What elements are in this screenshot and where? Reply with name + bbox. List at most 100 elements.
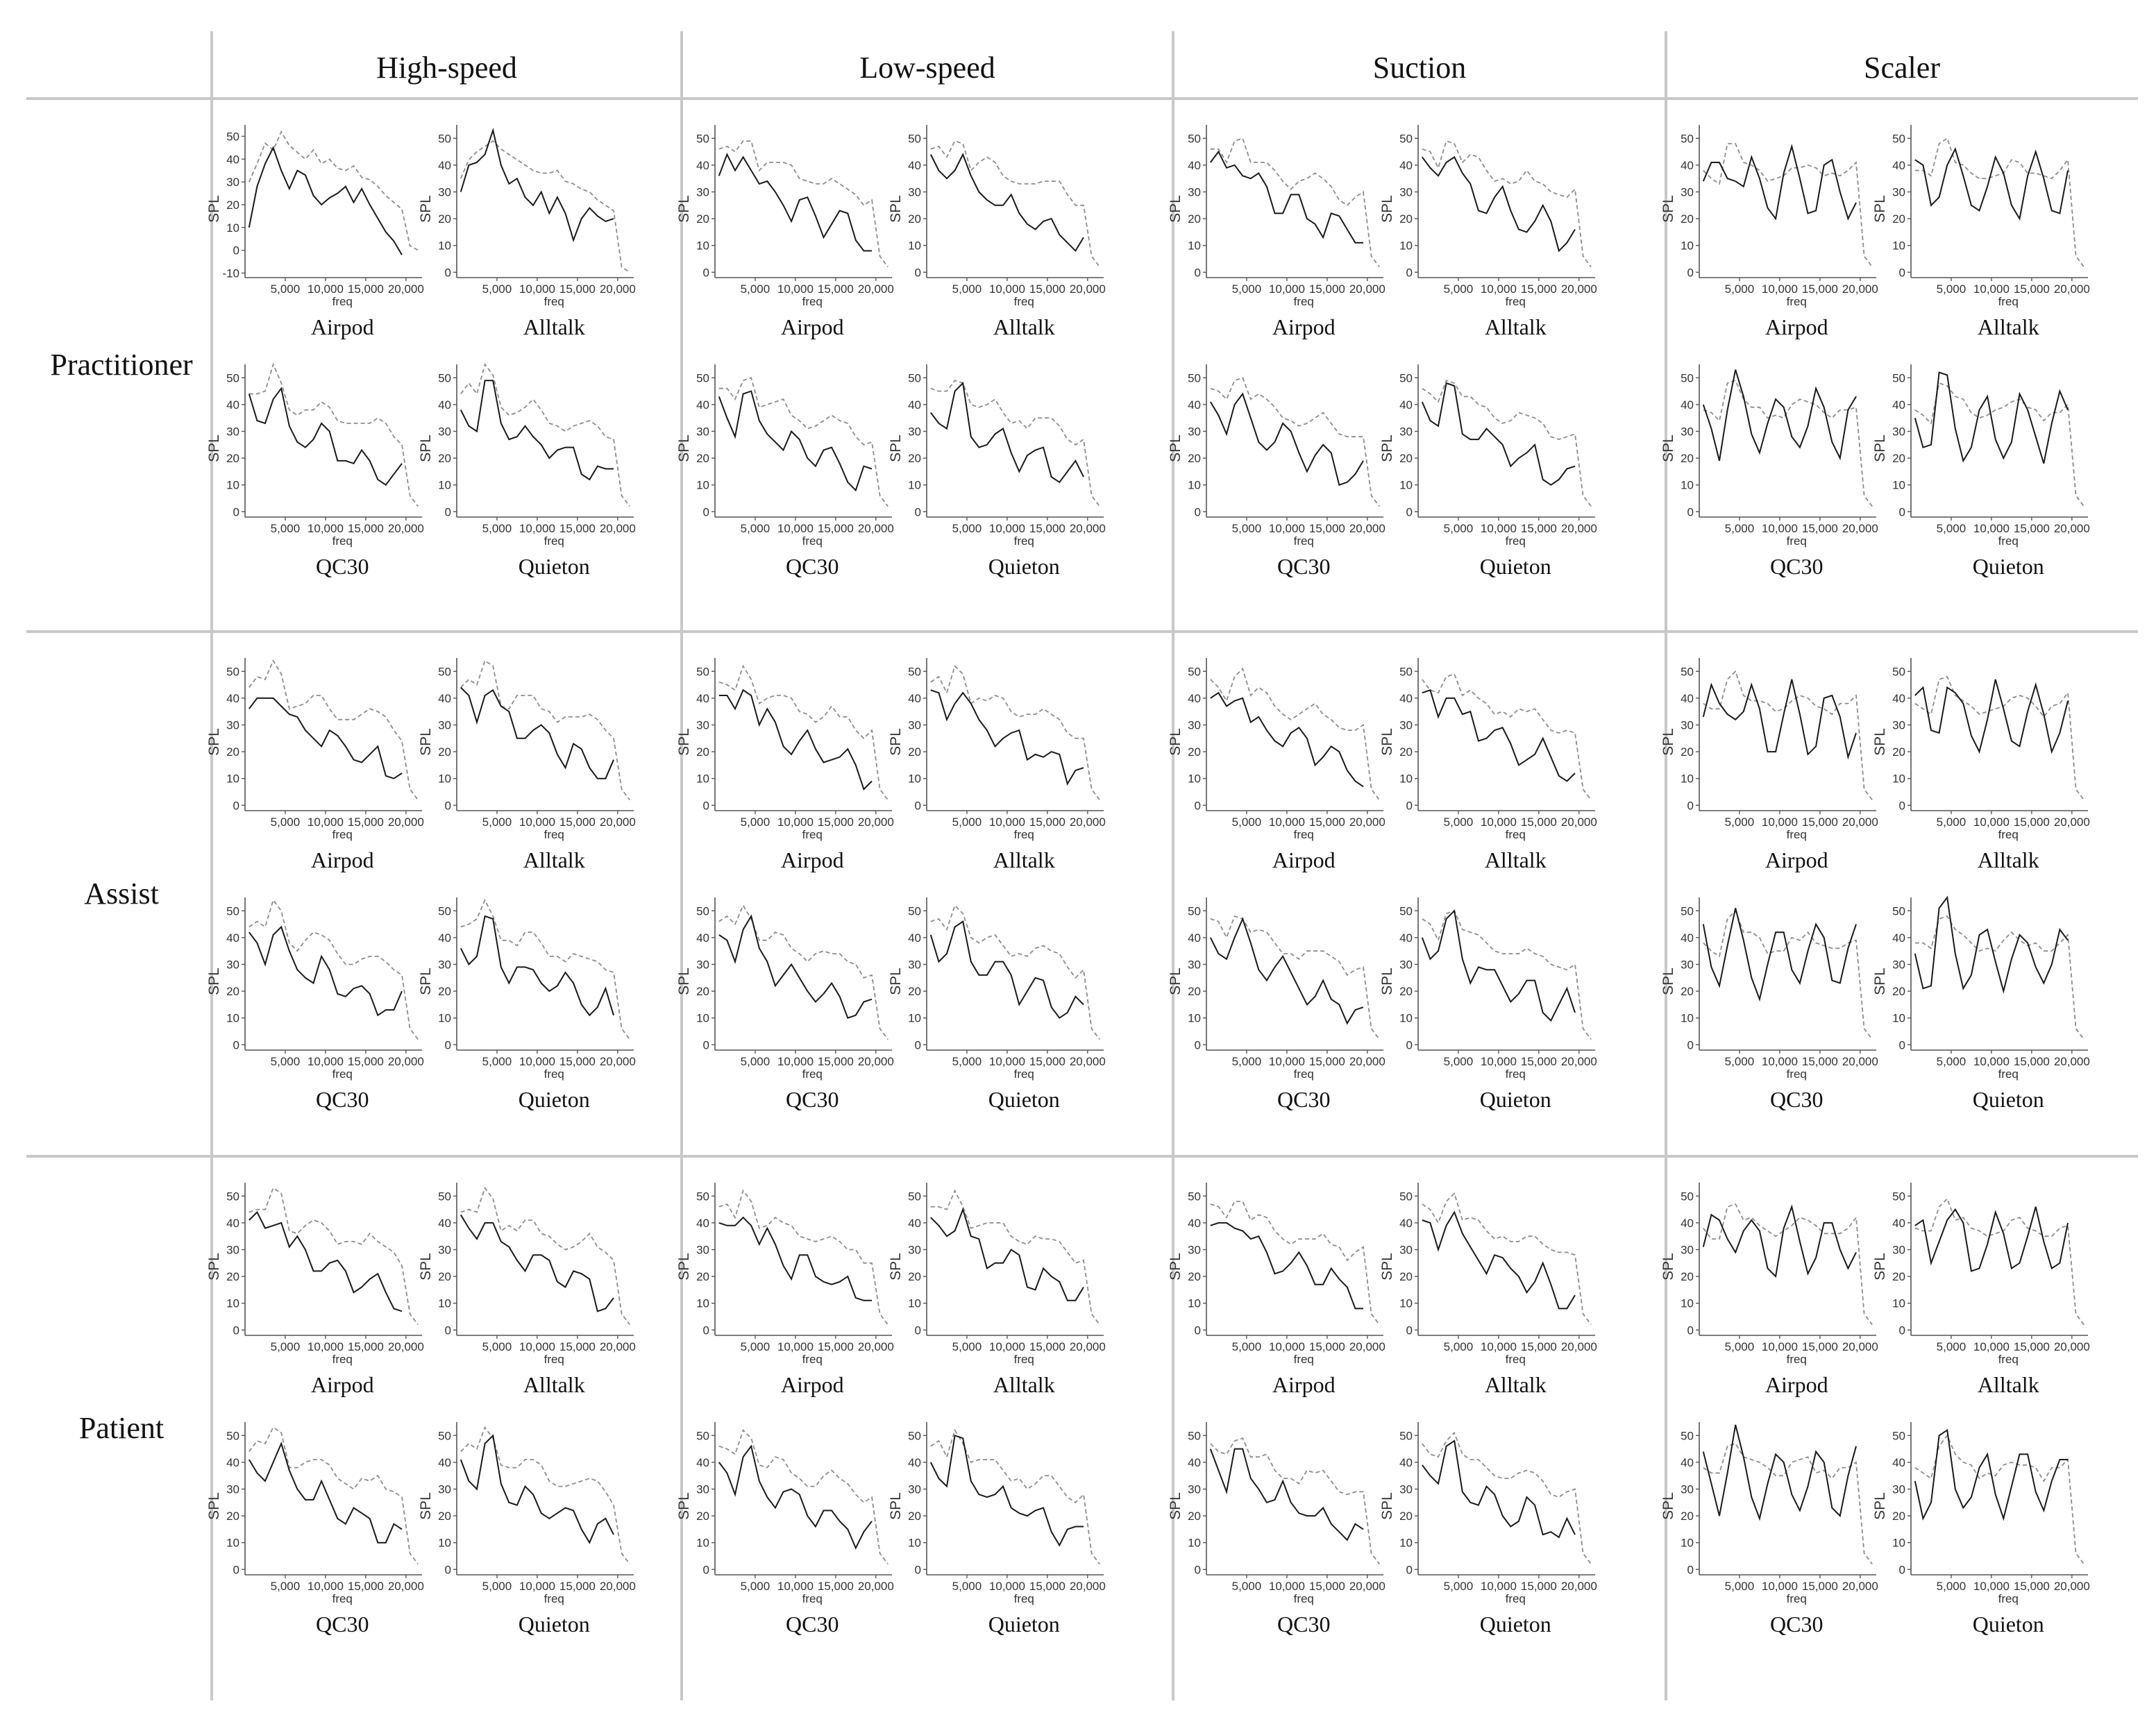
y-axis-label: SPL	[1379, 728, 1395, 756]
y-tick-label: 0	[1406, 505, 1413, 518]
x-tick-label: 5,000	[271, 522, 301, 535]
y-tick-label: 40	[1681, 1217, 1694, 1230]
y-tick-label: 0	[1195, 1563, 1201, 1576]
y-tick-label: 50	[1188, 1190, 1201, 1203]
series-line-solid	[1422, 1210, 1576, 1310]
x-tick-label: 20,000	[1842, 282, 1878, 296]
series-line-solid	[1702, 679, 1857, 760]
series-line-solid	[718, 390, 873, 492]
x-tick-label: 10,000	[308, 816, 344, 829]
y-tick-label: 10	[1892, 1537, 1905, 1550]
series-line-dashed	[1914, 915, 2085, 1040]
headphone-label-qc30: QC30	[316, 554, 369, 579]
series-line-dashed	[930, 664, 1100, 801]
y-tick-label: 40	[696, 692, 709, 705]
y-tick-label: 20	[696, 452, 709, 465]
panel-assist-high-speed-qc30: 0 10 20 30 40 50 5,000 10,000 15,000 20,000 freq SP…	[206, 897, 424, 1112]
y-tick-label: 20	[1892, 1510, 1905, 1523]
x-tick-label: 20,000	[600, 282, 636, 296]
y-tick-label: 30	[1892, 718, 1905, 732]
x-axis-label: freq	[1787, 295, 1807, 308]
y-axis-label: SPL	[1168, 728, 1184, 756]
x-tick-label: 5,000	[1232, 522, 1262, 535]
y-axis-label: SPL	[206, 728, 222, 756]
headphone-label-alltalk: Alltalk	[1485, 847, 1547, 872]
y-tick-label: 10	[1892, 479, 1905, 492]
headphone-label-quieton: Quieton	[1973, 1087, 2044, 1112]
y-tick-label: 50	[696, 132, 709, 145]
headphone-label-qc30: QC30	[1770, 554, 1823, 579]
y-tick-label: 50	[908, 904, 921, 918]
y-tick-label: 0	[1195, 1324, 1201, 1337]
x-tick-label: 15,000	[818, 816, 854, 829]
headphone-label-quieton: Quieton	[1973, 1612, 2044, 1637]
x-tick-label: 10,000	[308, 1580, 344, 1593]
x-tick-label: 5,000	[271, 1580, 301, 1593]
y-tick-label: 40	[696, 1217, 709, 1230]
x-axis-label: freq	[332, 295, 353, 308]
y-tick-label: 50	[908, 1190, 921, 1203]
x-tick-label: 20,000	[1842, 1580, 1878, 1593]
x-tick-label: 5,000	[1725, 1340, 1755, 1353]
y-tick-label: 50	[908, 132, 921, 145]
y-tick-label: 50	[1681, 132, 1694, 145]
y-tick-label: 20	[696, 1510, 709, 1523]
headphone-label-airpod: Airpod	[1765, 314, 1828, 339]
x-tick-label: 5,000	[741, 1055, 770, 1068]
y-tick-label: 40	[1681, 398, 1694, 412]
x-tick-label: 5,000	[741, 282, 770, 296]
x-tick-label: 15,000	[1309, 1580, 1345, 1593]
row-label-patient: Patient	[79, 1411, 164, 1445]
y-tick-label: 10	[1188, 1537, 1201, 1550]
x-axis-label: freq	[544, 828, 564, 841]
series-line-dashed	[249, 898, 419, 1040]
y-tick-label: 30	[908, 1243, 921, 1256]
panel-practitioner-suction-airpod: 0 10 20 30 40 50 5,000 10,000 15,000 20,000 freq SP…	[1168, 125, 1386, 339]
y-tick-label: 0	[1195, 799, 1201, 812]
headphone-label-quieton: Quieton	[1973, 554, 2044, 579]
x-tick-label: 15,000	[818, 282, 854, 296]
y-tick-label: 0	[915, 1563, 921, 1576]
headphone-label-alltalk: Alltalk	[1978, 314, 2039, 339]
y-tick-label: 30	[1892, 1482, 1905, 1496]
x-axis-label: freq	[802, 828, 823, 841]
y-tick-label: 20	[1892, 212, 1905, 226]
x-tick-label: 20,000	[1842, 816, 1878, 829]
x-tick-label: 20,000	[1842, 1055, 1878, 1068]
x-axis-label: freq	[1998, 828, 2019, 841]
y-tick-label: 50	[908, 665, 921, 678]
x-tick-label: 5,000	[952, 816, 982, 829]
x-tick-label: 15,000	[1309, 522, 1345, 535]
y-tick-label: 30	[1892, 1243, 1905, 1256]
series-line-solid	[1209, 917, 1364, 1025]
x-tick-label: 15,000	[559, 522, 596, 535]
x-tick-label: 5,000	[1937, 522, 1966, 535]
series-line-solid	[1422, 1439, 1576, 1539]
y-tick-label: 10	[1188, 772, 1201, 786]
series-line-dashed	[1914, 382, 2085, 507]
y-tick-label: 10	[1892, 1012, 1905, 1025]
y-tick-label: 30	[696, 185, 709, 198]
series-line-dashed	[460, 140, 630, 273]
series-line-dashed	[930, 1189, 1100, 1326]
panel-patient-high-speed-quieton: 0 10 20 30 40 50 5,000 10,000 15,000 20,000 freq SP…	[418, 1422, 636, 1637]
column-header-scaler: Scaler	[1864, 51, 1940, 85]
y-tick-label: 40	[438, 159, 451, 172]
y-axis-label: SPL	[418, 1492, 434, 1520]
x-tick-label: 5,000	[1444, 282, 1474, 296]
x-tick-label: 20,000	[858, 522, 894, 535]
series-line-solid	[1210, 691, 1364, 788]
x-axis-label: freq	[1014, 1592, 1034, 1605]
series-line-solid	[1702, 144, 1857, 221]
y-tick-label: 20	[1188, 212, 1201, 226]
y-tick-label: 20	[1681, 212, 1694, 226]
y-tick-label: 10	[1681, 772, 1694, 786]
x-tick-label: 10,000	[1269, 1055, 1305, 1068]
y-tick-label: 0	[1406, 1324, 1413, 1337]
x-axis-label: freq	[544, 534, 564, 548]
y-tick-label: 0	[1899, 799, 1905, 812]
headphone-label-qc30: QC30	[1277, 1087, 1330, 1112]
y-tick-label: 40	[226, 692, 239, 705]
y-tick-label: 20	[1188, 1510, 1201, 1523]
panel-practitioner-high-speed-qc30: 0 10 20 30 40 50 5,000 10,000 15,000 20,000 freq SP…	[206, 362, 424, 579]
